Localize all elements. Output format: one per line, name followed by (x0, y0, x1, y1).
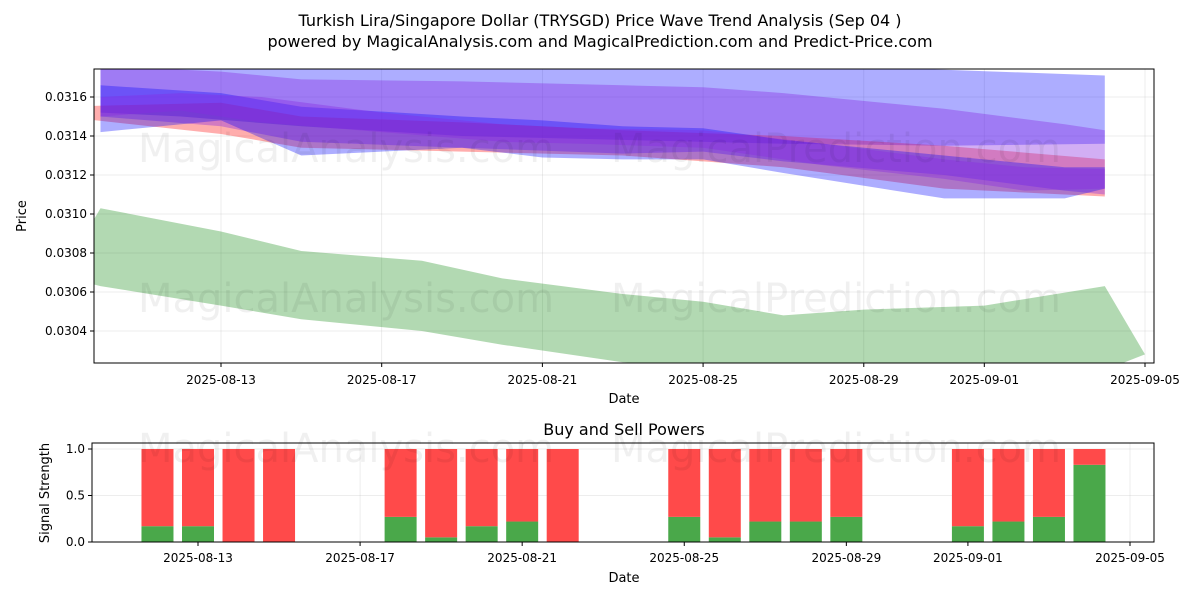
y-tick-label: 0.0310 (45, 207, 87, 221)
x-tick-label: 2025-08-17 (325, 551, 395, 565)
y-tick-label: 0.0308 (45, 246, 87, 260)
y-tick-label: 0.0312 (45, 168, 87, 182)
x-tick-label: 2025-08-25 (649, 551, 719, 565)
sell-bar (141, 449, 174, 527)
buy-bar (1073, 464, 1106, 542)
buy-sell-watermarks: MagicalAnalysis.com MagicalPrediction.co… (138, 426, 1061, 472)
price-watermarks: MagicalAnalysis.com MagicalPrediction.co… (138, 126, 1061, 322)
sell-bar (1073, 449, 1106, 465)
buy-sell-axes-frame (91, 442, 1155, 543)
sell-bar (546, 449, 579, 542)
sell-bar (263, 449, 296, 542)
y-tick-label: 0.0306 (45, 285, 87, 299)
sell-bar (749, 449, 782, 522)
band-purple-2 (100, 69, 1105, 195)
buy-bar (830, 516, 863, 542)
buy-sell-panel: Buy and Sell Powers MagicalAnalysis.com … (38, 420, 1165, 586)
buy-sell-y-ticks: 0.0 0.5 1.0 (66, 442, 92, 549)
buy-bar (789, 521, 822, 542)
x-tick-label: 2025-09-05 (1095, 551, 1165, 565)
watermark-prediction: MagicalPrediction.com (611, 426, 1061, 472)
buy-bar (384, 516, 417, 542)
sell-bar (425, 449, 458, 538)
band-red-1 (94, 102, 1105, 197)
x-tick-label: 2025-08-21 (487, 551, 557, 565)
price-x-label: Date (608, 392, 639, 407)
y-tick-label: 0.0316 (45, 90, 87, 104)
buy-sell-title: Buy and Sell Powers (543, 420, 705, 439)
chart-title: Turkish Lira/Singapore Dollar (TRYSGD) P… (298, 11, 902, 30)
buy-sell-x-ticks: 2025-08-13 2025-08-17 2025-08-21 2025-08-25… (163, 542, 1165, 565)
sell-bar (182, 449, 214, 527)
band-blue-0 (100, 69, 1105, 146)
x-tick-label: 2025-08-29 (811, 551, 881, 565)
price-x-ticks: 2025-08-13 2025-08-17 2025-08-21 2025-08-25… (186, 363, 1180, 387)
watermark-analysis: MagicalAnalysis.com (138, 426, 554, 472)
sell-bar (708, 449, 741, 538)
y-tick-label: 0.0 (66, 535, 85, 549)
sell-bar (465, 449, 498, 527)
price-wave-panel: MagicalAnalysis.com MagicalPrediction.co… (15, 68, 1180, 407)
band-purple-4 (100, 93, 1105, 191)
sell-bar (384, 449, 417, 517)
y-tick-label: 0.0304 (45, 324, 87, 338)
price-y-ticks: 0.0304 0.0306 0.0308 0.0310 0.0312 0.0314 0.03… (45, 90, 94, 338)
buy-bar (141, 526, 174, 542)
band-blue-3 (100, 85, 1105, 199)
price-y-label: Price (15, 200, 30, 232)
buy-bar (425, 537, 458, 542)
watermark-analysis: MagicalAnalysis.com (138, 276, 554, 322)
buy-sell-x-label: Date (608, 571, 639, 586)
sell-bar (506, 449, 539, 522)
buy-sell-bars (141, 449, 1106, 542)
x-tick-label: 2025-08-17 (347, 373, 417, 387)
y-tick-label: 1.0 (66, 442, 85, 456)
price-bands (94, 69, 1145, 363)
x-tick-label: 2025-08-21 (508, 373, 578, 387)
sell-bar (789, 449, 822, 522)
y-tick-label: 0.5 (66, 489, 85, 503)
x-tick-label: 2025-08-25 (668, 373, 738, 387)
sell-bar (1032, 449, 1065, 517)
x-tick-label: 2025-09-01 (933, 551, 1003, 565)
watermark-prediction: MagicalPrediction.com (611, 276, 1061, 322)
buy-bar (992, 521, 1025, 542)
sell-bar (992, 449, 1025, 522)
x-tick-label: 2025-09-01 (949, 373, 1019, 387)
band-green-5 (94, 208, 1145, 363)
buy-bar (668, 516, 701, 542)
buy-bar (465, 526, 498, 542)
buy-bar (182, 526, 214, 542)
watermark-prediction: MagicalPrediction.com (611, 126, 1061, 172)
sell-bar (830, 449, 863, 517)
y-tick-label: 0.0314 (45, 129, 87, 143)
buy-bar (1032, 516, 1065, 542)
sell-bar (951, 449, 984, 527)
buy-bar (506, 521, 539, 542)
x-tick-label: 2025-09-05 (1110, 373, 1180, 387)
price-grid (94, 69, 1154, 363)
sell-bar (668, 449, 701, 517)
x-tick-label: 2025-08-13 (163, 551, 233, 565)
x-tick-label: 2025-08-29 (829, 373, 899, 387)
buy-sell-y-label: Signal Strength (38, 443, 53, 543)
sell-bar (222, 449, 255, 542)
x-tick-label: 2025-08-13 (186, 373, 256, 387)
chart-subtitle: powered by MagicalAnalysis.com and Magic… (267, 32, 932, 51)
buy-bar (749, 521, 782, 542)
buy-bar (951, 526, 984, 542)
watermark-analysis: MagicalAnalysis.com (138, 126, 554, 172)
price-axes-frame (93, 68, 1155, 364)
buy-bar (708, 537, 741, 542)
